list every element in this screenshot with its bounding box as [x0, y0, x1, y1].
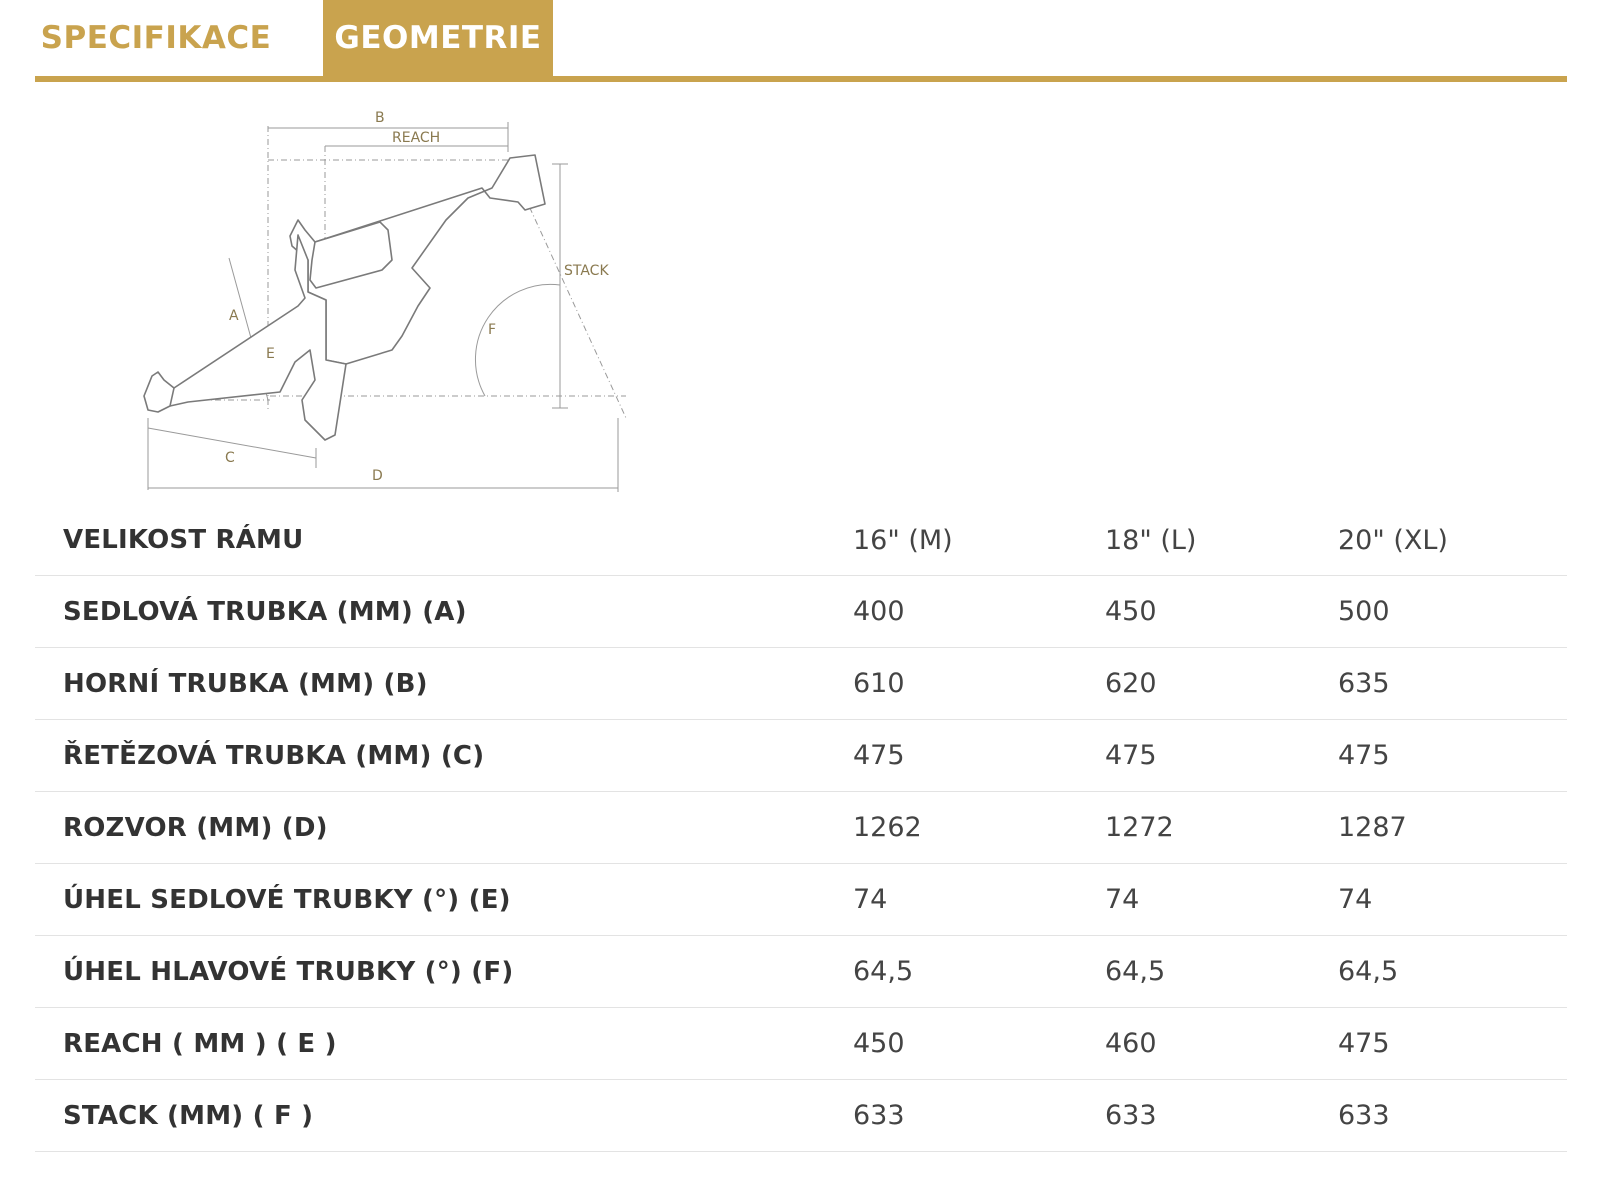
row-value-xl: 635: [1338, 647, 1567, 720]
tab-bar: SPECIFIKACE GEOMETRIE: [35, 0, 1567, 76]
frame-geometry-diagram: B REACH STACK A E F C D: [143, 110, 627, 492]
label-stack: STACK: [564, 263, 609, 279]
row-value-l: 620: [1105, 647, 1338, 720]
row-value-xl: 475: [1338, 1007, 1567, 1080]
row-value-xl: 64,5: [1338, 935, 1567, 1008]
table-row: SEDLOVÁ TRUBKA (MM) (A) 400 450 500: [35, 575, 1567, 648]
label-reach: REACH: [392, 130, 440, 146]
row-label: STACK (MM) ( F ): [35, 1079, 853, 1152]
row-value-l: 460: [1105, 1007, 1338, 1080]
row-value-m: 610: [853, 647, 1105, 720]
row-label: ŘETĚZOVÁ TRUBKA (MM) (C): [35, 719, 853, 792]
label-c: C: [225, 450, 235, 466]
row-label: ROZVOR (MM) (D): [35, 791, 853, 864]
tab-underline: [35, 76, 1567, 82]
label-a: A: [229, 308, 239, 324]
bike-frame-outline: [143, 154, 546, 441]
row-value-l: 475: [1105, 719, 1338, 792]
geometry-table: VELIKOST RÁMU 16" (M) 18" (L) 20" (XL) S…: [35, 505, 1567, 1152]
header-size-xl: 20" (XL): [1338, 505, 1567, 576]
row-value-xl: 1287: [1338, 791, 1567, 864]
row-label: ÚHEL SEDLOVÉ TRUBKY (°) (E): [35, 863, 853, 936]
table-row: ROZVOR (MM) (D) 1262 1272 1287: [35, 791, 1567, 864]
header-size-m: 16" (M): [853, 505, 1105, 576]
table-row: ÚHEL SEDLOVÉ TRUBKY (°) (E) 74 74 74: [35, 863, 1567, 936]
diagram-dimension-lines: [147, 122, 619, 492]
row-value-l: 633: [1105, 1079, 1338, 1152]
diagram-labels: B REACH STACK A E F C D: [225, 110, 609, 484]
label-e: E: [266, 346, 275, 362]
row-value-xl: 500: [1338, 575, 1567, 648]
tab-specifikace[interactable]: SPECIFIKACE: [35, 0, 277, 76]
row-value-l: 1272: [1105, 791, 1338, 864]
table-header-row: VELIKOST RÁMU 16" (M) 18" (L) 20" (XL): [35, 505, 1567, 576]
row-value-m: 633: [853, 1079, 1105, 1152]
row-label: ÚHEL HLAVOVÉ TRUBKY (°) (F): [35, 935, 853, 1008]
label-b: B: [375, 110, 385, 126]
row-label: HORNÍ TRUBKA (MM) (B): [35, 647, 853, 720]
row-label: REACH ( MM ) ( E ): [35, 1007, 853, 1080]
label-d: D: [372, 468, 383, 484]
row-value-m: 475: [853, 719, 1105, 792]
table-row: HORNÍ TRUBKA (MM) (B) 610 620 635: [35, 647, 1567, 720]
row-label: SEDLOVÁ TRUBKA (MM) (A): [35, 575, 853, 648]
tab-geometrie[interactable]: GEOMETRIE: [323, 0, 553, 76]
label-f: F: [488, 322, 496, 338]
row-value-m: 400: [853, 575, 1105, 648]
row-value-m: 1262: [853, 791, 1105, 864]
row-value-l: 64,5: [1105, 935, 1338, 1008]
table-row: STACK (MM) ( F ) 633 633 633: [35, 1079, 1567, 1152]
row-value-m: 74: [853, 863, 1105, 936]
header-size-l: 18" (L): [1105, 505, 1338, 576]
row-value-l: 450: [1105, 575, 1338, 648]
table-row: ŘETĚZOVÁ TRUBKA (MM) (C) 475 475 475: [35, 719, 1567, 792]
row-value-xl: 633: [1338, 1079, 1567, 1152]
table-row: ÚHEL HLAVOVÉ TRUBKY (°) (F) 64,5 64,5 64…: [35, 935, 1567, 1008]
row-value-m: 64,5: [853, 935, 1105, 1008]
table-row: REACH ( MM ) ( E ) 450 460 475: [35, 1007, 1567, 1080]
header-label: VELIKOST RÁMU: [35, 505, 853, 576]
row-value-xl: 74: [1338, 863, 1567, 936]
row-value-xl: 475: [1338, 719, 1567, 792]
row-value-m: 450: [853, 1007, 1105, 1080]
row-value-l: 74: [1105, 863, 1338, 936]
